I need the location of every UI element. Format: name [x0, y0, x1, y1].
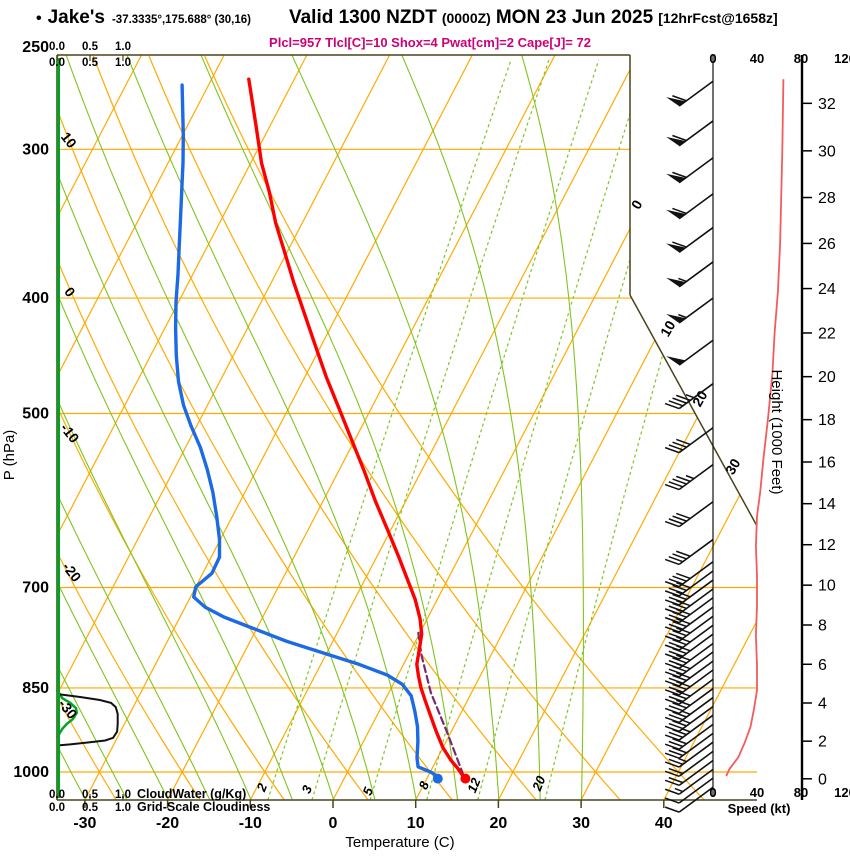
height-tick-label: 18 — [818, 412, 836, 429]
height-tick-label: 22 — [818, 325, 836, 342]
dry-adiabat-label: -10 — [57, 420, 82, 446]
pressure-tick-label: 400 — [22, 290, 49, 307]
speed-tick-top: 0 — [709, 51, 716, 66]
plot-borders — [56, 54, 758, 808]
height-tick-label: 24 — [818, 281, 836, 298]
cloudiness-scale-top: 0.5 — [82, 57, 99, 69]
temp-tick-label: -30 — [73, 815, 96, 832]
isotherm-label: 10 — [657, 318, 679, 340]
temp-tick-label: 20 — [490, 815, 508, 832]
cloudiness-scale-bottom: 0.0 — [49, 802, 65, 814]
height-tick-label: 6 — [818, 657, 827, 674]
speed-tick-bottom: 80 — [794, 785, 808, 800]
temp-tick-label: 0 — [329, 815, 338, 832]
pressure-tick-label: 1000 — [13, 764, 49, 781]
temp-axis-title: Temperature (C) — [345, 834, 454, 851]
valid-time: Valid 1300 NZDT — [288, 7, 437, 28]
height-tick-label: 14 — [818, 496, 836, 513]
pressure-axis-title: P (hPa) — [1, 430, 18, 481]
height-tick-label: 28 — [818, 190, 836, 207]
chart-title: • Jake's -37.3335°,175.688° (30,16) Vali… — [36, 7, 783, 29]
cloudwater-scale-top: 0.5 — [82, 41, 99, 53]
cloudiness-scale-top: 1.0 — [115, 57, 131, 69]
surface-dewpoint-dot — [432, 773, 443, 784]
isotherm-label: 20 — [689, 388, 711, 410]
forecast-tag: [12hrFcst@1658z] — [658, 10, 778, 26]
pressure-tick-label: 500 — [22, 405, 49, 422]
station-coords: -37.3335°,175.688° (30,16) — [111, 14, 251, 26]
speed-tick-top: 40 — [750, 51, 764, 66]
cloud-profiles — [55, 689, 119, 747]
speed-profile — [725, 79, 785, 777]
temp-tick-label: 40 — [655, 815, 673, 832]
speed-tick-top: 120 — [834, 51, 850, 66]
temperature-curve — [247, 77, 466, 779]
cloudiness-scale-top: 0.0 — [49, 57, 65, 69]
axis-labels: -30 -20 -10 0 10 20 30 402503004005007008501000… — [1, 39, 850, 851]
temp-tick-label: 30 — [572, 815, 590, 832]
skewt-grid — [57, 55, 757, 800]
cloudiness-curve — [56, 693, 119, 747]
height-tick-label: 32 — [818, 96, 836, 113]
isotherm-label: 30 — [722, 456, 744, 478]
cloudwater-scale-top: 0.0 — [49, 41, 65, 53]
height-tick-label: 16 — [818, 454, 836, 471]
valid-date: MON 23 Jun 2025 — [495, 7, 654, 28]
cloudiness-axis-label: Grid-Scale Cloudiness — [137, 800, 270, 814]
pressure-tick-label: 850 — [22, 680, 49, 697]
mixing-ratio-label: 3 — [299, 782, 316, 795]
height-tick-label: 30 — [818, 143, 836, 160]
height-tick-label: 12 — [818, 537, 836, 554]
sounding-params: Plcl=957 Tlcl[C]=10 Shox=4 Pwat[cm]=2 Ca… — [269, 35, 591, 50]
speed-axis-title: Speed (kt) — [728, 801, 791, 816]
cloudwater-scale-bottom: 0.0 — [49, 789, 65, 801]
cloudwater-scale-bottom: 1.0 — [115, 789, 131, 801]
surface-temp-dot — [460, 773, 471, 784]
dewpoint-curve — [173, 83, 440, 779]
sounding-curves — [173, 77, 471, 784]
cloudiness-scale-bottom: 0.5 — [82, 802, 99, 814]
height-tick-label: 2 — [818, 734, 827, 751]
pressure-tick-label: 250 — [22, 39, 49, 56]
height-tick-label: 4 — [818, 695, 827, 712]
height-tick-label: 20 — [818, 369, 836, 386]
temp-tick-label: -10 — [239, 815, 262, 832]
cloudwater-scale-bottom: 0.5 — [82, 789, 99, 801]
height-tick-label: 8 — [818, 618, 827, 635]
speed-tick-bottom: 40 — [750, 785, 764, 800]
cloudwater-axis-label: CloudWater (g/Kg) — [137, 787, 246, 801]
station-bullet: • — [36, 10, 42, 27]
mixing-ratio-label: 20 — [529, 773, 549, 794]
wind-barbs — [664, 55, 785, 813]
speed-tick-bottom: 0 — [709, 785, 716, 800]
height-tick-label: 0 — [818, 771, 827, 788]
valid-zulu: (0000Z) — [441, 10, 491, 26]
temp-tick-label: 10 — [407, 815, 425, 832]
height-tick-label: 26 — [818, 236, 836, 253]
mixing-ratio-label: 8 — [416, 778, 433, 791]
mixing-ratio-label: 2 — [253, 780, 270, 794]
speed-tick-top: 80 — [794, 51, 808, 66]
dry-adiabat-label: -20 — [59, 559, 84, 585]
height-tick-label: 10 — [818, 578, 836, 595]
height-axis-title: Height (1000 Feet) — [768, 369, 785, 494]
speed-tick-bottom: 120 — [834, 785, 850, 800]
station-name: Jake's — [47, 7, 105, 28]
pressure-tick-label: 300 — [22, 141, 49, 158]
temp-tick-label: -20 — [156, 815, 179, 832]
pressure-tick-label: 700 — [22, 580, 49, 597]
cloudwater-curve — [55, 689, 79, 739]
cloudwater-scale-top: 1.0 — [115, 41, 131, 53]
cloudiness-scale-bottom: 1.0 — [115, 802, 131, 814]
dry-adiabat-label: 10 — [58, 129, 80, 151]
